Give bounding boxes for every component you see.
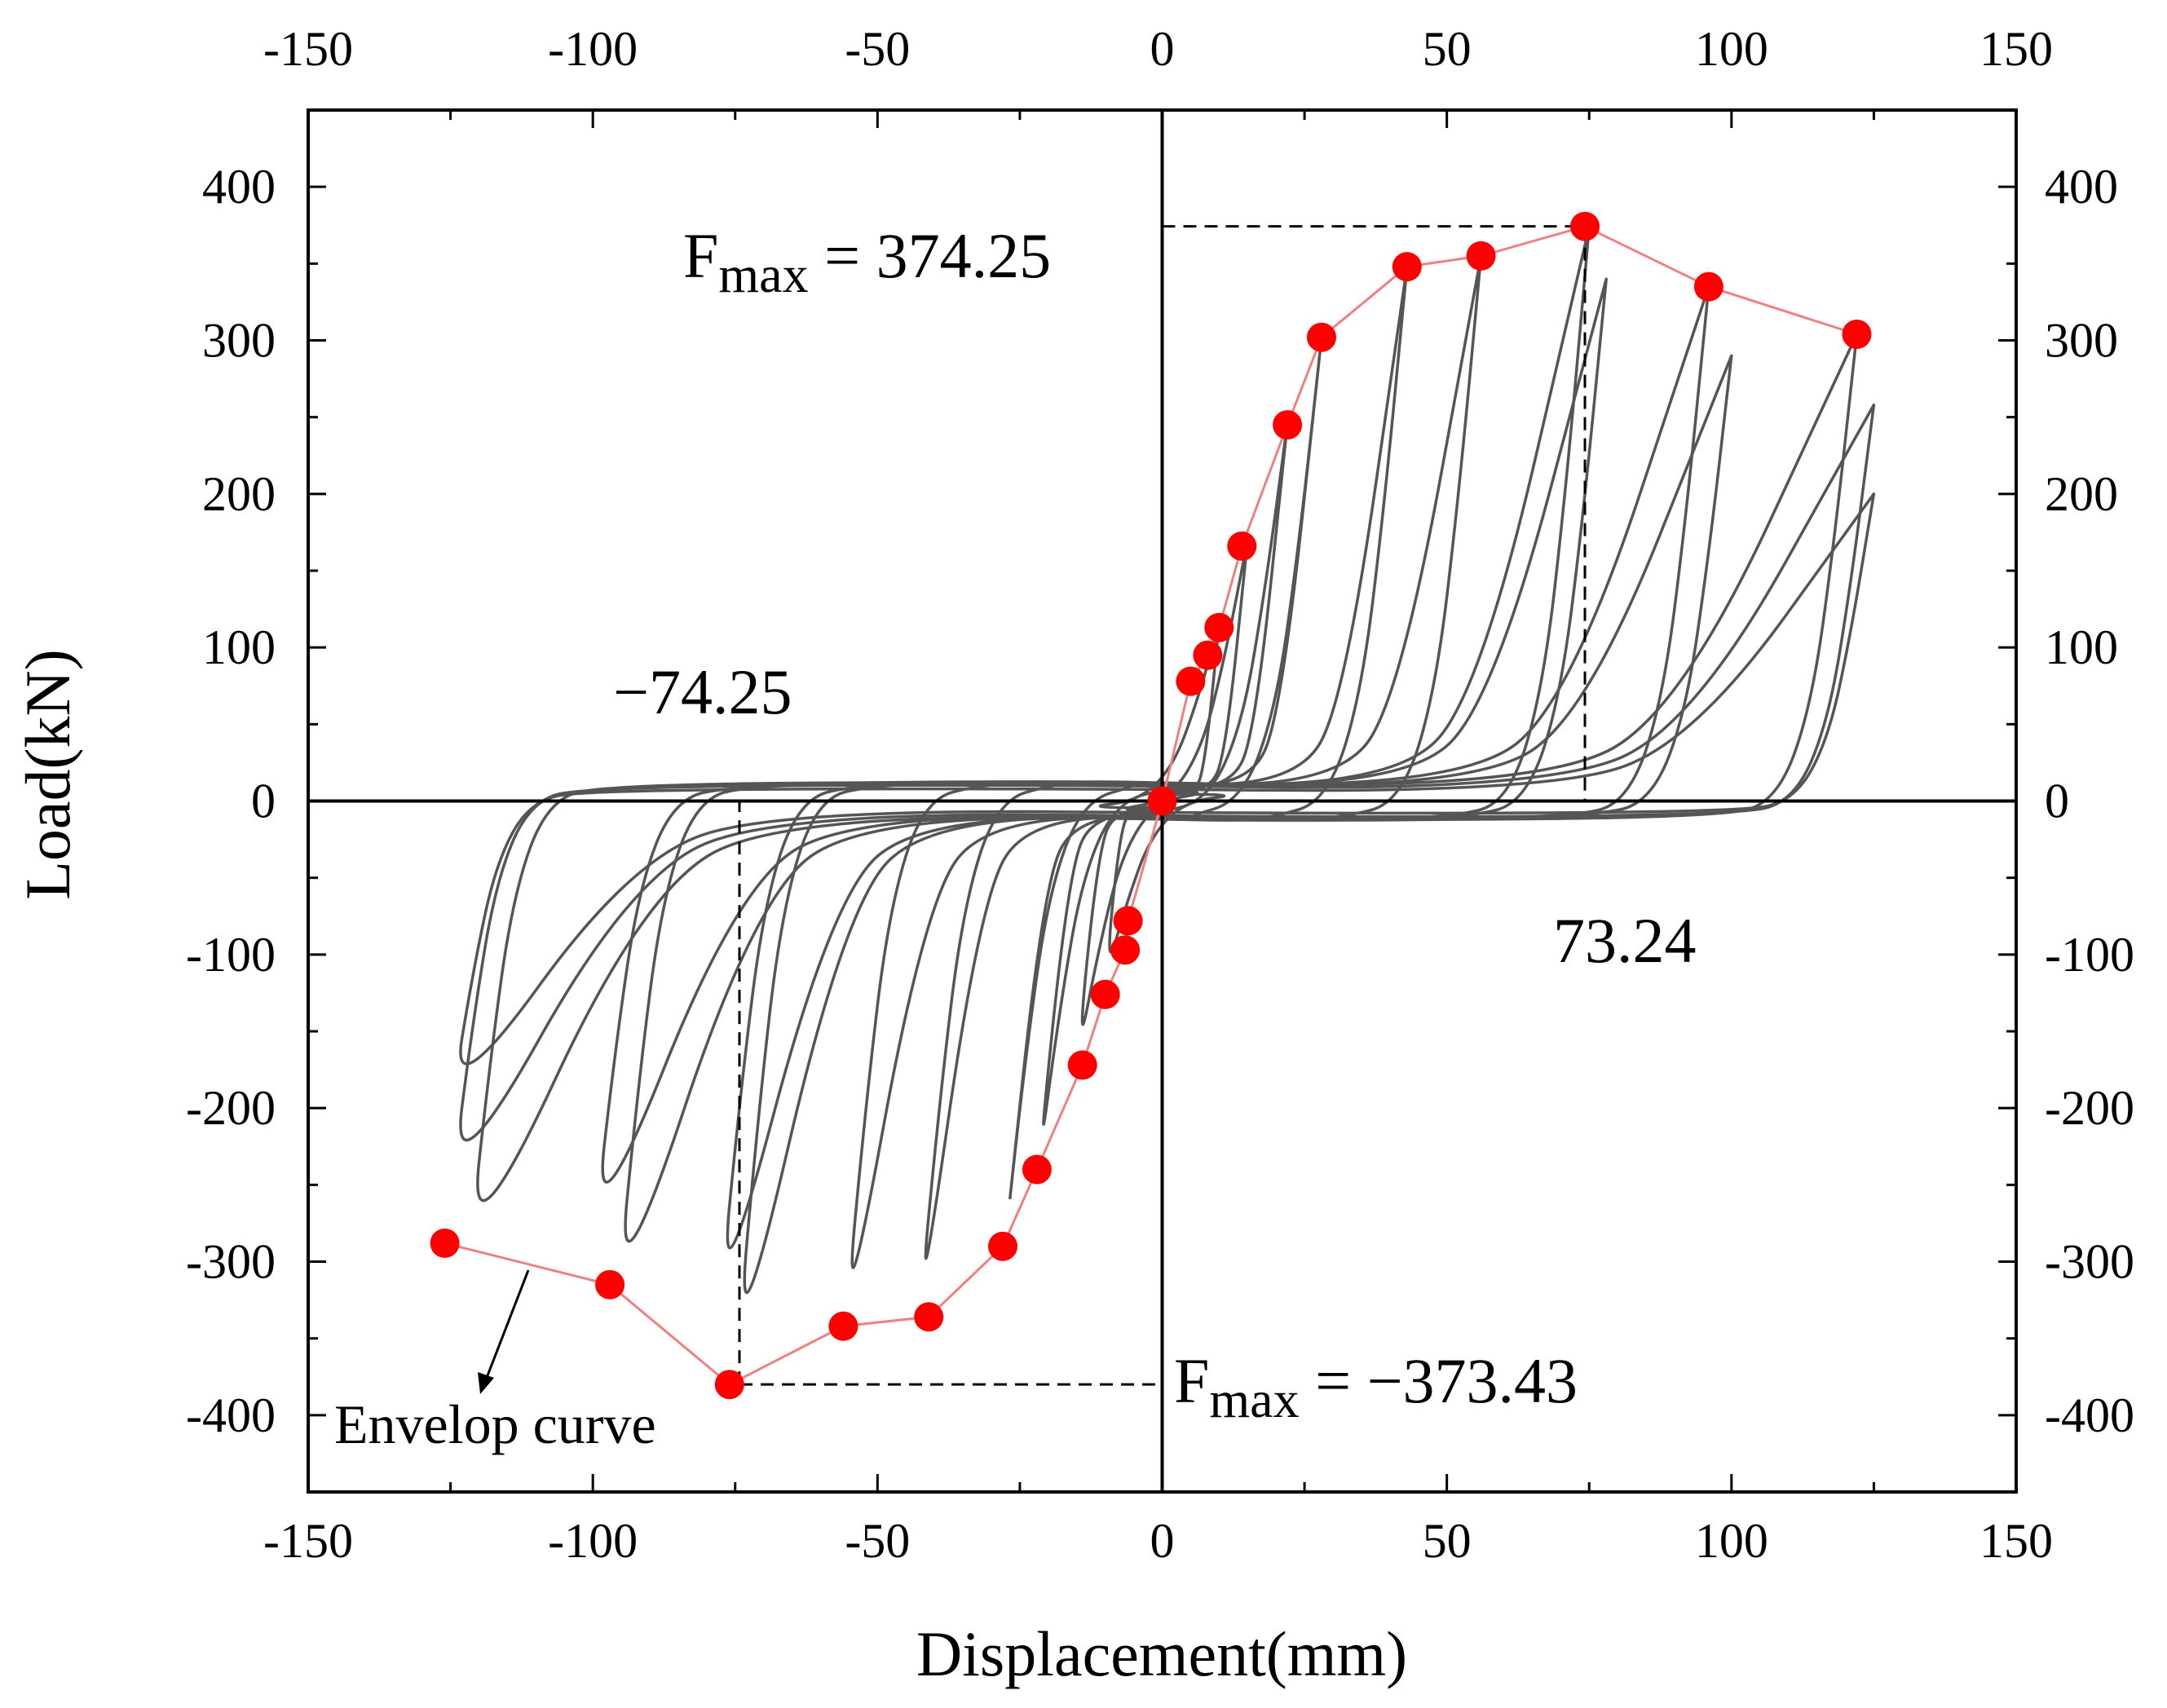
hysteresis-loops [459,225,1876,1295]
x-tick-label-top: -50 [845,22,910,76]
y-tick-label-left: -400 [186,1388,276,1442]
envelope-point [1307,322,1336,352]
envelope-point [1842,320,1872,349]
x-tick-label-bottom: -150 [263,1514,353,1568]
fmax-negative-annotation: Fmax = −373.43 [1174,1345,1578,1428]
y-tick-label-left: 0 [251,775,276,828]
negative-displacement-label: −74.25 [613,656,792,727]
tick-labels: -150 -150 -100 -100 -50 -50 0 0 50 50 100 100 150 150… [186,22,2134,1568]
envelope-point [1176,666,1206,696]
envelope-point [430,1228,460,1258]
positive-displacement-label: 73.24 [1553,905,1697,976]
envelope-point [1022,1154,1052,1185]
y-tick-label-right: 400 [2045,160,2118,214]
envelope-point [1147,786,1177,816]
x-tick-label-bottom: 0 [1150,1514,1175,1568]
hysteresis-loop [1008,335,1323,1200]
envelope-point [1693,271,1723,302]
x-tick-label-top: 0 [1150,22,1175,76]
x-tick-label-top: -100 [548,22,638,76]
envelope-point [1067,1050,1097,1080]
y-tick-label-left: -200 [186,1081,276,1135]
hysteresis-loop [459,403,1876,1142]
envelope-point [1227,531,1257,561]
envelope-point [1273,410,1303,440]
envelope-point [595,1269,625,1300]
y-tick-label-left: -300 [186,1235,276,1289]
envelope-curve-label: Envelop curve [334,1393,656,1455]
hysteresis-loop [624,285,1710,1243]
x-tick-label-bottom: -50 [845,1514,910,1568]
y-tick-label-right: -400 [2045,1388,2134,1442]
envelope-pointer-arrowhead [478,1372,494,1394]
x-tick-label-top: 50 [1423,22,1472,76]
y-tick-label-right: -200 [2045,1081,2134,1135]
envelope-point [914,1302,944,1332]
envelope-point [1466,241,1496,271]
y-tick-label-right: -300 [2045,1235,2134,1289]
envelope-point [1204,612,1234,642]
envelope-curve [430,211,1872,1400]
envelope-point [988,1231,1017,1261]
envelope-point [714,1370,744,1400]
x-tick-label-top: 150 [1979,22,2053,76]
envelope-point [1090,979,1120,1009]
hysteresis-loop [924,265,1409,1260]
y-axis-title: Load(kN) [12,649,83,900]
y-tick-label-left: 200 [202,467,276,521]
x-tick-label-bottom: 150 [1979,1514,2053,1568]
y-tick-label-left: 100 [202,620,276,674]
x-tick-label-bottom: 50 [1423,1514,1472,1568]
envelope-point [1110,935,1141,965]
envelope-point [1113,906,1143,936]
y-tick-label-right: 0 [2045,775,2069,828]
y-tick-label-left: 300 [202,314,276,368]
envelope-point [828,1311,858,1341]
dashed-guides [738,225,1587,1386]
x-tick-label-top: -150 [263,22,353,76]
envelope-point [1392,252,1422,282]
y-tick-label-right: -100 [2045,928,2134,982]
x-tick-label-top: 100 [1695,22,1768,76]
y-tick-label-right: 100 [2045,620,2118,674]
y-tick-label-left: -100 [186,928,276,982]
envelope-pointer-line [483,1269,530,1383]
y-tick-label-right: 200 [2045,467,2118,521]
y-tick-label-right: 300 [2045,314,2118,368]
hysteresis-loop [743,225,1591,1295]
envelope-point [1570,211,1600,241]
x-tick-label-bottom: 100 [1695,1514,1768,1568]
x-tick-label-bottom: -100 [548,1514,638,1568]
y-tick-label-left: 400 [202,160,276,214]
fmax-positive-annotation: Fmax = 374.25 [683,220,1051,303]
x-axis-title: Displacement(mm) [916,1618,1407,1689]
envelope-point [1193,640,1223,670]
